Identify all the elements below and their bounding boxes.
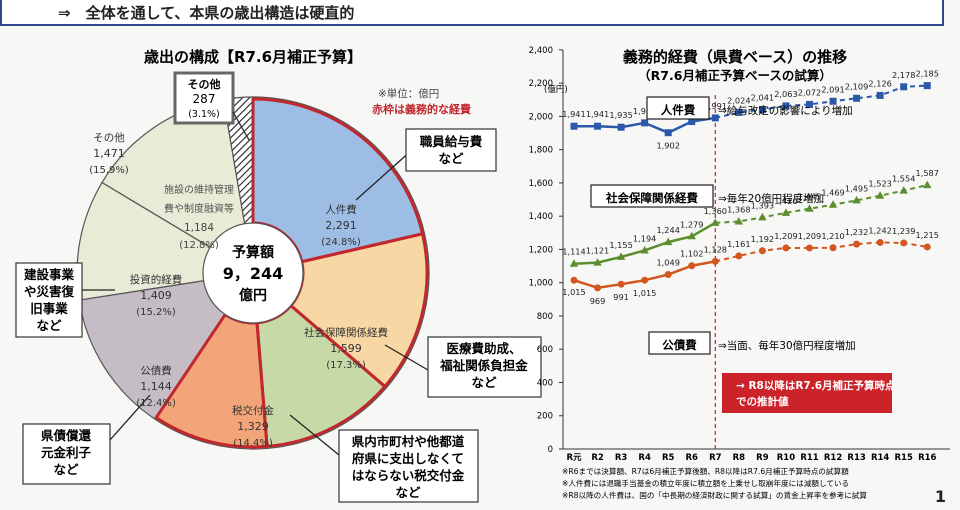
page-number: 1 (934, 487, 946, 506)
slice-value: 1,184 (184, 222, 214, 234)
callout-text: 県内市町村や他都道府県に支出しなくてはならない税交付金など (352, 434, 465, 500)
slice-pct: (12.4%) (136, 398, 176, 409)
slice-value: 1,599 (330, 342, 362, 355)
slice-name: 人件費 (325, 203, 357, 216)
callout-leader (289, 414, 340, 456)
slice-name: その他 (188, 77, 221, 91)
slice-pct: (15.9%) (89, 165, 129, 176)
small-slice-leader (232, 111, 250, 141)
slice-pct: (24.8%) (321, 237, 361, 248)
pie-title: 歳出の構成【R7.6月補正予算】 (144, 48, 362, 66)
small-slice-box (173, 71, 235, 125)
callout-text: 医療費助成、福祉関係負担金など (439, 341, 528, 390)
slice-value: 1,471 (93, 147, 125, 160)
slice-value: 287 (193, 92, 216, 106)
total-unit: 億円 (239, 287, 267, 304)
total-label: 予算額 (232, 244, 274, 261)
slice-pct: (14.4%) (233, 438, 273, 449)
callout-text: 県債償還元金利子など (41, 428, 92, 477)
slice-name: 税交付金 (232, 404, 274, 417)
slice-value: 1,409 (140, 289, 172, 302)
slice-name: 費や制度融資等 (164, 202, 234, 215)
callout-box (405, 128, 497, 172)
slice-name: 社会保障関係経費 (304, 326, 388, 339)
slice-name: 施設の維持管理 (164, 183, 234, 196)
pie-slice (252, 96, 426, 274)
pie-center-hole (202, 222, 304, 324)
summary-text: ⇒ 全体を通して、本県の歳出構造は硬直的 (58, 4, 355, 22)
callout-box (427, 336, 542, 398)
slice-name: 公債費 (140, 364, 172, 377)
slice-name: 投資的経費 (130, 273, 183, 286)
callout-box (22, 423, 111, 485)
callout-leader (384, 344, 429, 371)
slice-value: 1,144 (140, 380, 172, 393)
slice-pct: (17.3%) (326, 360, 366, 371)
callout-box (338, 429, 479, 503)
slice-value: 1,329 (237, 420, 269, 433)
pie-slice (252, 271, 388, 450)
callout-leader (355, 149, 413, 201)
obligatory-note: 赤枠は義務的な経費 (372, 102, 471, 116)
callout-text: 職員給与費など (420, 134, 483, 166)
callout-text: 建設事業や災害復旧事業など (24, 267, 75, 333)
callout-box (15, 262, 83, 338)
slice-name: その他 (93, 131, 125, 144)
callout-leader (109, 394, 151, 441)
total-value: 9，244 (223, 264, 284, 283)
summary-banner: ⇒ 全体を通して、本県の歳出構造は硬直的 (0, 0, 944, 26)
unit-note: ※単位：億円 (378, 87, 439, 100)
slice-pct: (15.2%) (136, 307, 176, 318)
slice-pct: (3.1%) (188, 109, 220, 120)
slice-value: 2,291 (325, 219, 357, 232)
slice-pct: (12.8%) (179, 240, 219, 251)
